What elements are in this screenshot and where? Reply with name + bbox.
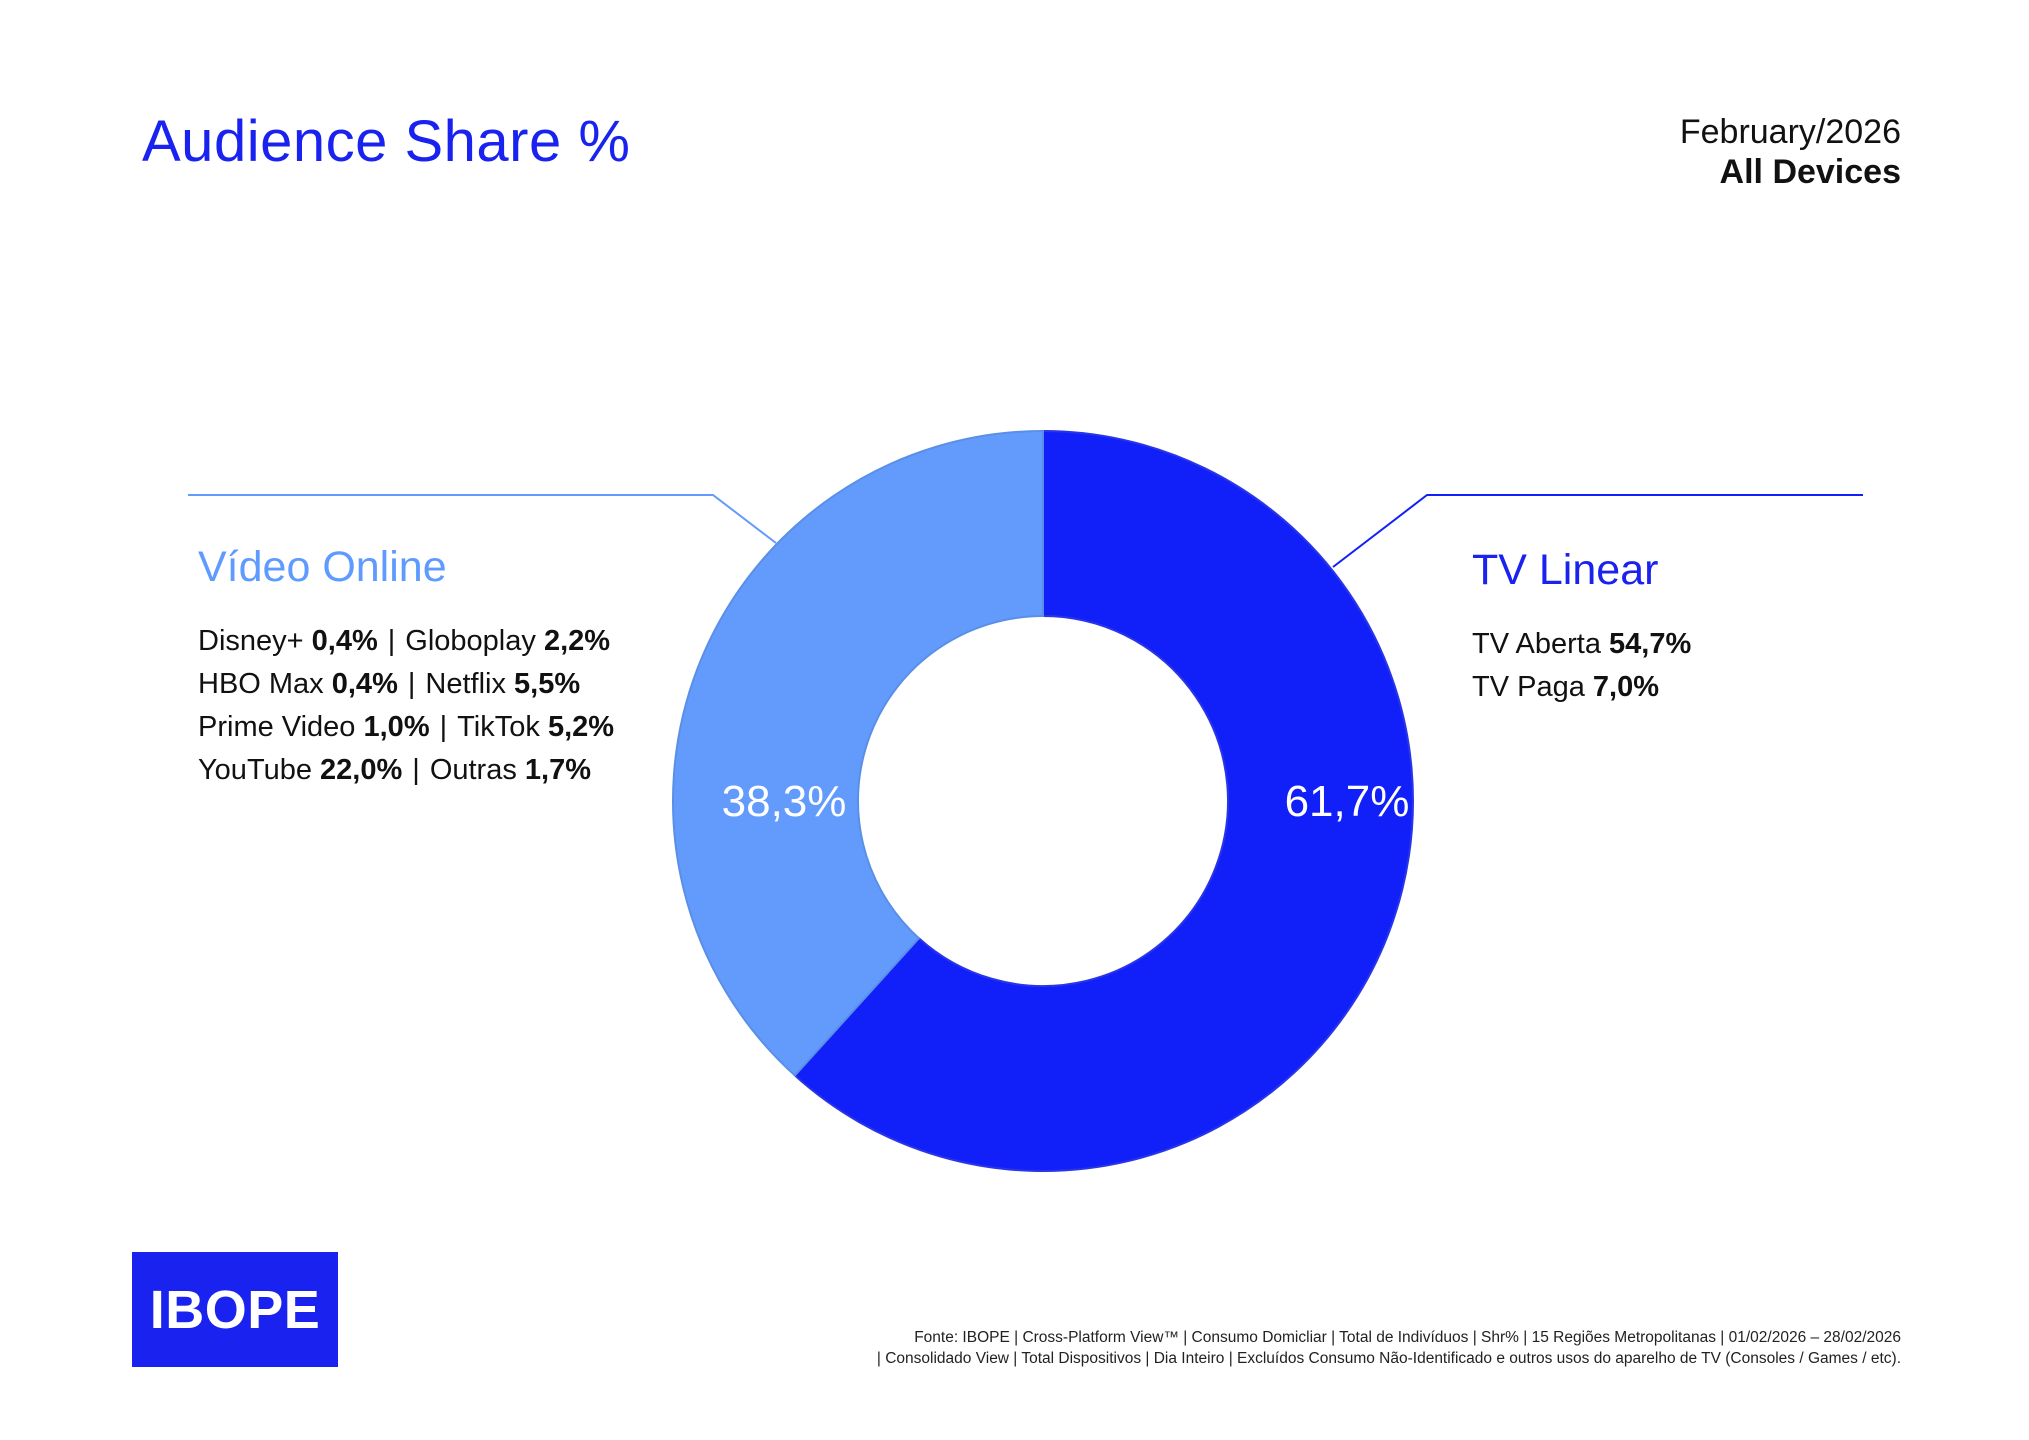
video-online-row: Disney+ 0,4% | Globoplay 2,2% (198, 620, 614, 663)
video-online-item-name: Globoplay (405, 625, 544, 657)
video-online-item-name: HBO Max (198, 668, 332, 700)
video-online-row: YouTube 22,0% | Outras 1,7% (198, 749, 614, 792)
source-line-1: Fonte: IBOPE | Cross-Platform View™ | Co… (914, 1329, 1901, 1346)
tv-linear-row: TV Paga 7,0% (1472, 666, 1691, 709)
video-online-row: Prime Video 1,0% | TikTok 5,2% (198, 706, 614, 749)
video-online-item-name: Prime Video (198, 711, 364, 743)
video-online-heading: Vídeo Online (198, 543, 447, 591)
video-online-item-value: 1,0% (363, 711, 430, 743)
ibope-logo: IBOPE (132, 1252, 338, 1367)
source-line-2: | Consolidado View | Total Dispositivos … (876, 1350, 1901, 1367)
slice-tv-linear (793, 429, 1414, 1172)
source-note: Fonte: IBOPE | Cross-Platform View™ | Co… (877, 1327, 1901, 1369)
video-online-item-name: Disney+ (198, 625, 312, 657)
tv-linear-row: TV Aberta 54,7% (1472, 623, 1691, 666)
video-online-item-name: Outras (429, 754, 525, 786)
period-label: February/2026 (1679, 113, 1901, 151)
separator: | (407, 668, 416, 700)
video-online-item-value: 2,2% (543, 625, 611, 657)
leader-line-tv-linear (1332, 494, 1863, 568)
tv-linear-panel: TV Linear TV Aberta 54,7% TV Paga 7,0% (1472, 546, 1691, 709)
video-online-row: HBO Max 0,4% | Netflix 5,5% (198, 663, 614, 706)
video-online-item-value: 1,7% (524, 754, 592, 786)
tv-linear-heading: TV Linear (1472, 546, 1659, 594)
leader-line-video-online (188, 494, 777, 544)
slice-value-label: 61,7% (1285, 777, 1410, 826)
video-online-item-value: 0,4% (311, 625, 378, 657)
video-online-item-name: TikTok (457, 711, 548, 743)
video-online-item-value: 0,4% (331, 668, 398, 700)
tv-linear-item-name: TV Paga (1472, 671, 1593, 703)
video-online-item-value: 5,2% (547, 711, 615, 743)
period-block: February/2026 All Devices (1680, 112, 1901, 192)
tv-linear-item-value: 7,0% (1592, 671, 1660, 703)
video-online-item-value: 22,0% (320, 754, 403, 786)
video-online-item-name: Netflix (425, 668, 515, 700)
tv-linear-item-value: 54,7% (1609, 628, 1692, 660)
slice-v-deo-online (672, 429, 1044, 1077)
video-online-item-name: YouTube (198, 754, 321, 786)
separator: | (412, 754, 420, 786)
devices-label: All Devices (1719, 153, 1901, 191)
separator: | (439, 711, 448, 743)
page-title: Audience Share % (142, 109, 631, 174)
separator: | (387, 625, 396, 657)
video-online-panel: Vídeo Online Disney+ 0,4% | Globoplay 2,2%… (198, 543, 614, 792)
tv-linear-item-name: TV Aberta (1472, 628, 1610, 660)
slice-value-label: 38,3% (722, 777, 847, 826)
video-online-item-value: 5,5% (514, 668, 581, 700)
